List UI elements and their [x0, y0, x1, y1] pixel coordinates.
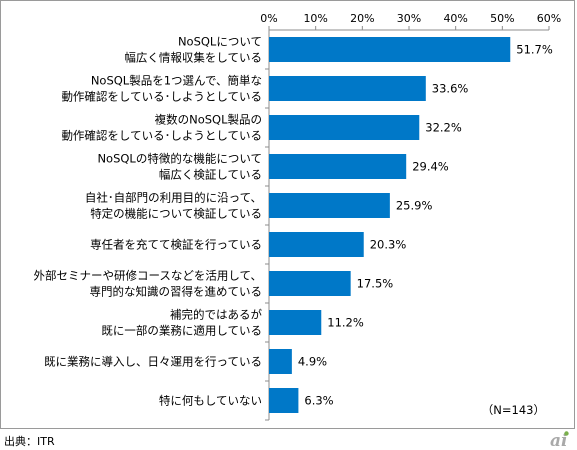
value-label: 17.5% [357, 277, 394, 291]
category-label: 特に何もしていない [159, 394, 262, 408]
category-label: 専任者を充てて検証を行っている [90, 238, 262, 252]
category-label: 既に一部の業務に適用している [101, 324, 262, 338]
category-label: 特定の機能について検証している [90, 207, 262, 221]
sample-size-note: （N=143） [482, 403, 545, 417]
bar [269, 76, 426, 101]
value-label: 20.3% [370, 238, 407, 252]
bar [269, 154, 407, 179]
ai-logo-icon: ai [550, 431, 569, 449]
category-label: 補完的ではあるが [170, 308, 262, 322]
value-label: 6.3% [304, 394, 333, 408]
bar [269, 271, 351, 296]
category-label: NoSQLの特徴的な機能について [97, 152, 262, 166]
value-label: 25.9% [396, 199, 433, 213]
source-text: 出典：ITR [4, 435, 55, 448]
chart-frame [0, 0, 575, 429]
bar [269, 37, 511, 62]
category-label: 幅広く情報収集をしている [124, 51, 262, 65]
category-label: 既に業務に導入し、日々運用を行っている [44, 355, 262, 369]
value-label: 29.4% [412, 160, 449, 174]
value-label: 32.2% [425, 121, 462, 135]
x-tick-label: 20% [350, 12, 374, 25]
x-tick-label: 40% [443, 12, 467, 25]
bar [269, 193, 390, 218]
category-label: 専門的な知識の習得を進めている [90, 285, 263, 299]
category-label: 自社･自部門の利用目的に沿って、 [85, 191, 262, 205]
bar [269, 232, 364, 257]
value-label: 33.6% [432, 82, 469, 96]
bar [269, 310, 322, 335]
bar [269, 349, 292, 374]
category-label: 複数のNoSQL製品の [155, 113, 262, 127]
value-label: 51.7% [516, 43, 553, 57]
category-label: 外部セミナーや研修コースなどを活用して、 [33, 269, 262, 283]
category-label: 動作確認をしている･しようとしている [61, 129, 262, 143]
category-label: NoSQL製品を1つ選んで、簡単な [91, 74, 262, 88]
value-label: 11.2% [327, 316, 364, 330]
x-tick-label: 30% [397, 12, 421, 25]
category-label: NoSQLについて [178, 35, 262, 49]
x-tick-label: 50% [490, 12, 514, 25]
bar [269, 115, 420, 140]
x-tick-label: 60% [537, 12, 561, 25]
x-tick-label: 0% [260, 12, 277, 25]
svg-text:ai: ai [550, 431, 567, 449]
bar [269, 388, 299, 413]
category-label: 動作確認をしている･しようとしている [61, 90, 262, 104]
category-label: 幅広く検証している [159, 168, 262, 182]
x-tick-label: 10% [303, 12, 327, 25]
value-label: 4.9% [298, 355, 327, 369]
